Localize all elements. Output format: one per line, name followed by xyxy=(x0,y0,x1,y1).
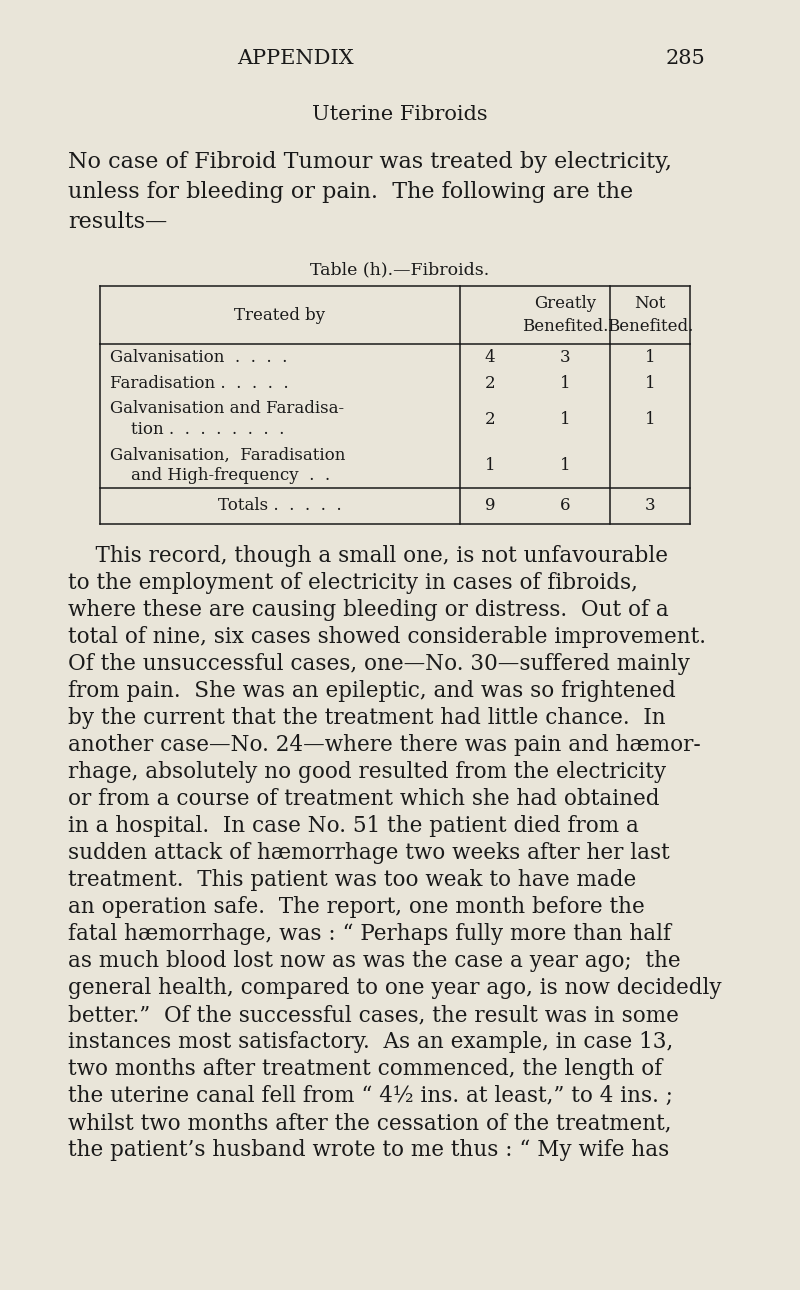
Text: unless for bleeding or pain.  The following are the: unless for bleeding or pain. The followi… xyxy=(68,181,633,203)
Text: 1: 1 xyxy=(645,410,655,427)
Text: general health, compared to one year ago, is now decidedly: general health, compared to one year ago… xyxy=(68,977,722,998)
Text: Faradisation .  .  .  .  .: Faradisation . . . . . xyxy=(110,374,289,391)
Text: Table (h).—Fibroids.: Table (h).—Fibroids. xyxy=(310,262,490,279)
Text: treatment.  This patient was too weak to have made: treatment. This patient was too weak to … xyxy=(68,869,636,891)
Text: Treated by: Treated by xyxy=(234,307,326,324)
Text: and High-frequency  .  .: and High-frequency . . xyxy=(110,467,330,484)
Text: the patient’s husband wrote to me thus : “ My wife has: the patient’s husband wrote to me thus :… xyxy=(68,1139,670,1161)
Text: total of nine, six cases showed considerable improvement.: total of nine, six cases showed consider… xyxy=(68,626,706,648)
Text: Galvanisation,  Faradisation: Galvanisation, Faradisation xyxy=(110,446,346,463)
Text: fatal hæmorrhage, was : “ Perhaps fully more than half: fatal hæmorrhage, was : “ Perhaps fully … xyxy=(68,924,671,946)
Text: 2: 2 xyxy=(485,374,495,391)
Text: rhage, absolutely no good resulted from the electricity: rhage, absolutely no good resulted from … xyxy=(68,761,666,783)
Text: 1: 1 xyxy=(560,457,570,473)
Text: 3: 3 xyxy=(560,348,570,365)
Text: 2: 2 xyxy=(485,410,495,427)
Text: better.”  Of the successful cases, the result was in some: better.” Of the successful cases, the re… xyxy=(68,1004,679,1026)
Text: Greatly
Benefited.: Greatly Benefited. xyxy=(522,295,608,334)
Text: Galvanisation and Faradisa-: Galvanisation and Faradisa- xyxy=(110,400,344,418)
Text: Of the unsuccessful cases, one—No. 30—suffered mainly: Of the unsuccessful cases, one—No. 30—su… xyxy=(68,653,690,675)
Text: instances most satisfactory.  As an example, in case 13,: instances most satisfactory. As an examp… xyxy=(68,1031,674,1053)
Text: sudden attack of hæmorrhage two weeks after her last: sudden attack of hæmorrhage two weeks af… xyxy=(68,842,670,864)
Text: or from a course of treatment which she had obtained: or from a course of treatment which she … xyxy=(68,788,659,810)
Text: where these are causing bleeding or distress.  Out of a: where these are causing bleeding or dist… xyxy=(68,599,669,620)
Text: to the employment of electricity in cases of fibroids,: to the employment of electricity in case… xyxy=(68,571,638,593)
Text: 3: 3 xyxy=(645,498,655,515)
Text: two months after treatment commenced, the length of: two months after treatment commenced, th… xyxy=(68,1058,662,1080)
Text: 1: 1 xyxy=(560,410,570,427)
Text: 9: 9 xyxy=(485,498,495,515)
Text: as much blood lost now as was the case a year ago;  the: as much blood lost now as was the case a… xyxy=(68,949,681,971)
Text: from pain.  She was an epileptic, and was so frightened: from pain. She was an epileptic, and was… xyxy=(68,680,676,702)
Text: another case—No. 24—where there was pain and hæmor-: another case—No. 24—where there was pain… xyxy=(68,734,701,756)
Text: in a hospital.  In case No. 51 the patient died from a: in a hospital. In case No. 51 the patien… xyxy=(68,815,639,837)
Text: 1: 1 xyxy=(645,374,655,391)
Text: APPENDIX: APPENDIX xyxy=(237,49,354,67)
Text: results—: results— xyxy=(68,212,167,233)
Text: 1: 1 xyxy=(560,374,570,391)
Text: an operation safe.  The report, one month before the: an operation safe. The report, one month… xyxy=(68,897,645,918)
Text: by the current that the treatment had little chance.  In: by the current that the treatment had li… xyxy=(68,707,666,729)
Text: This record, though a small one, is not unfavourable: This record, though a small one, is not … xyxy=(68,544,668,568)
Text: whilst two months after the cessation of the treatment,: whilst two months after the cessation of… xyxy=(68,1112,671,1134)
Text: Galvanisation  .  .  .  .: Galvanisation . . . . xyxy=(110,348,287,365)
Text: No case of Fibroid Tumour was treated by electricity,: No case of Fibroid Tumour was treated by… xyxy=(68,151,672,173)
Text: 6: 6 xyxy=(560,498,570,515)
Text: the uterine canal fell from “ 4½ ins. at least,” to 4 ins. ;: the uterine canal fell from “ 4½ ins. at… xyxy=(68,1085,673,1107)
Text: Totals .  .  .  .  .: Totals . . . . . xyxy=(218,498,342,515)
Text: 4: 4 xyxy=(485,348,495,365)
Text: Not
Benefited.: Not Benefited. xyxy=(607,295,693,334)
Text: 1: 1 xyxy=(485,457,495,473)
Text: 1: 1 xyxy=(645,348,655,365)
Text: 285: 285 xyxy=(665,49,705,67)
Text: tion .  .  .  .  .  .  .  .: tion . . . . . . . . xyxy=(110,421,284,437)
Text: Uterine Fibroids: Uterine Fibroids xyxy=(312,106,488,125)
